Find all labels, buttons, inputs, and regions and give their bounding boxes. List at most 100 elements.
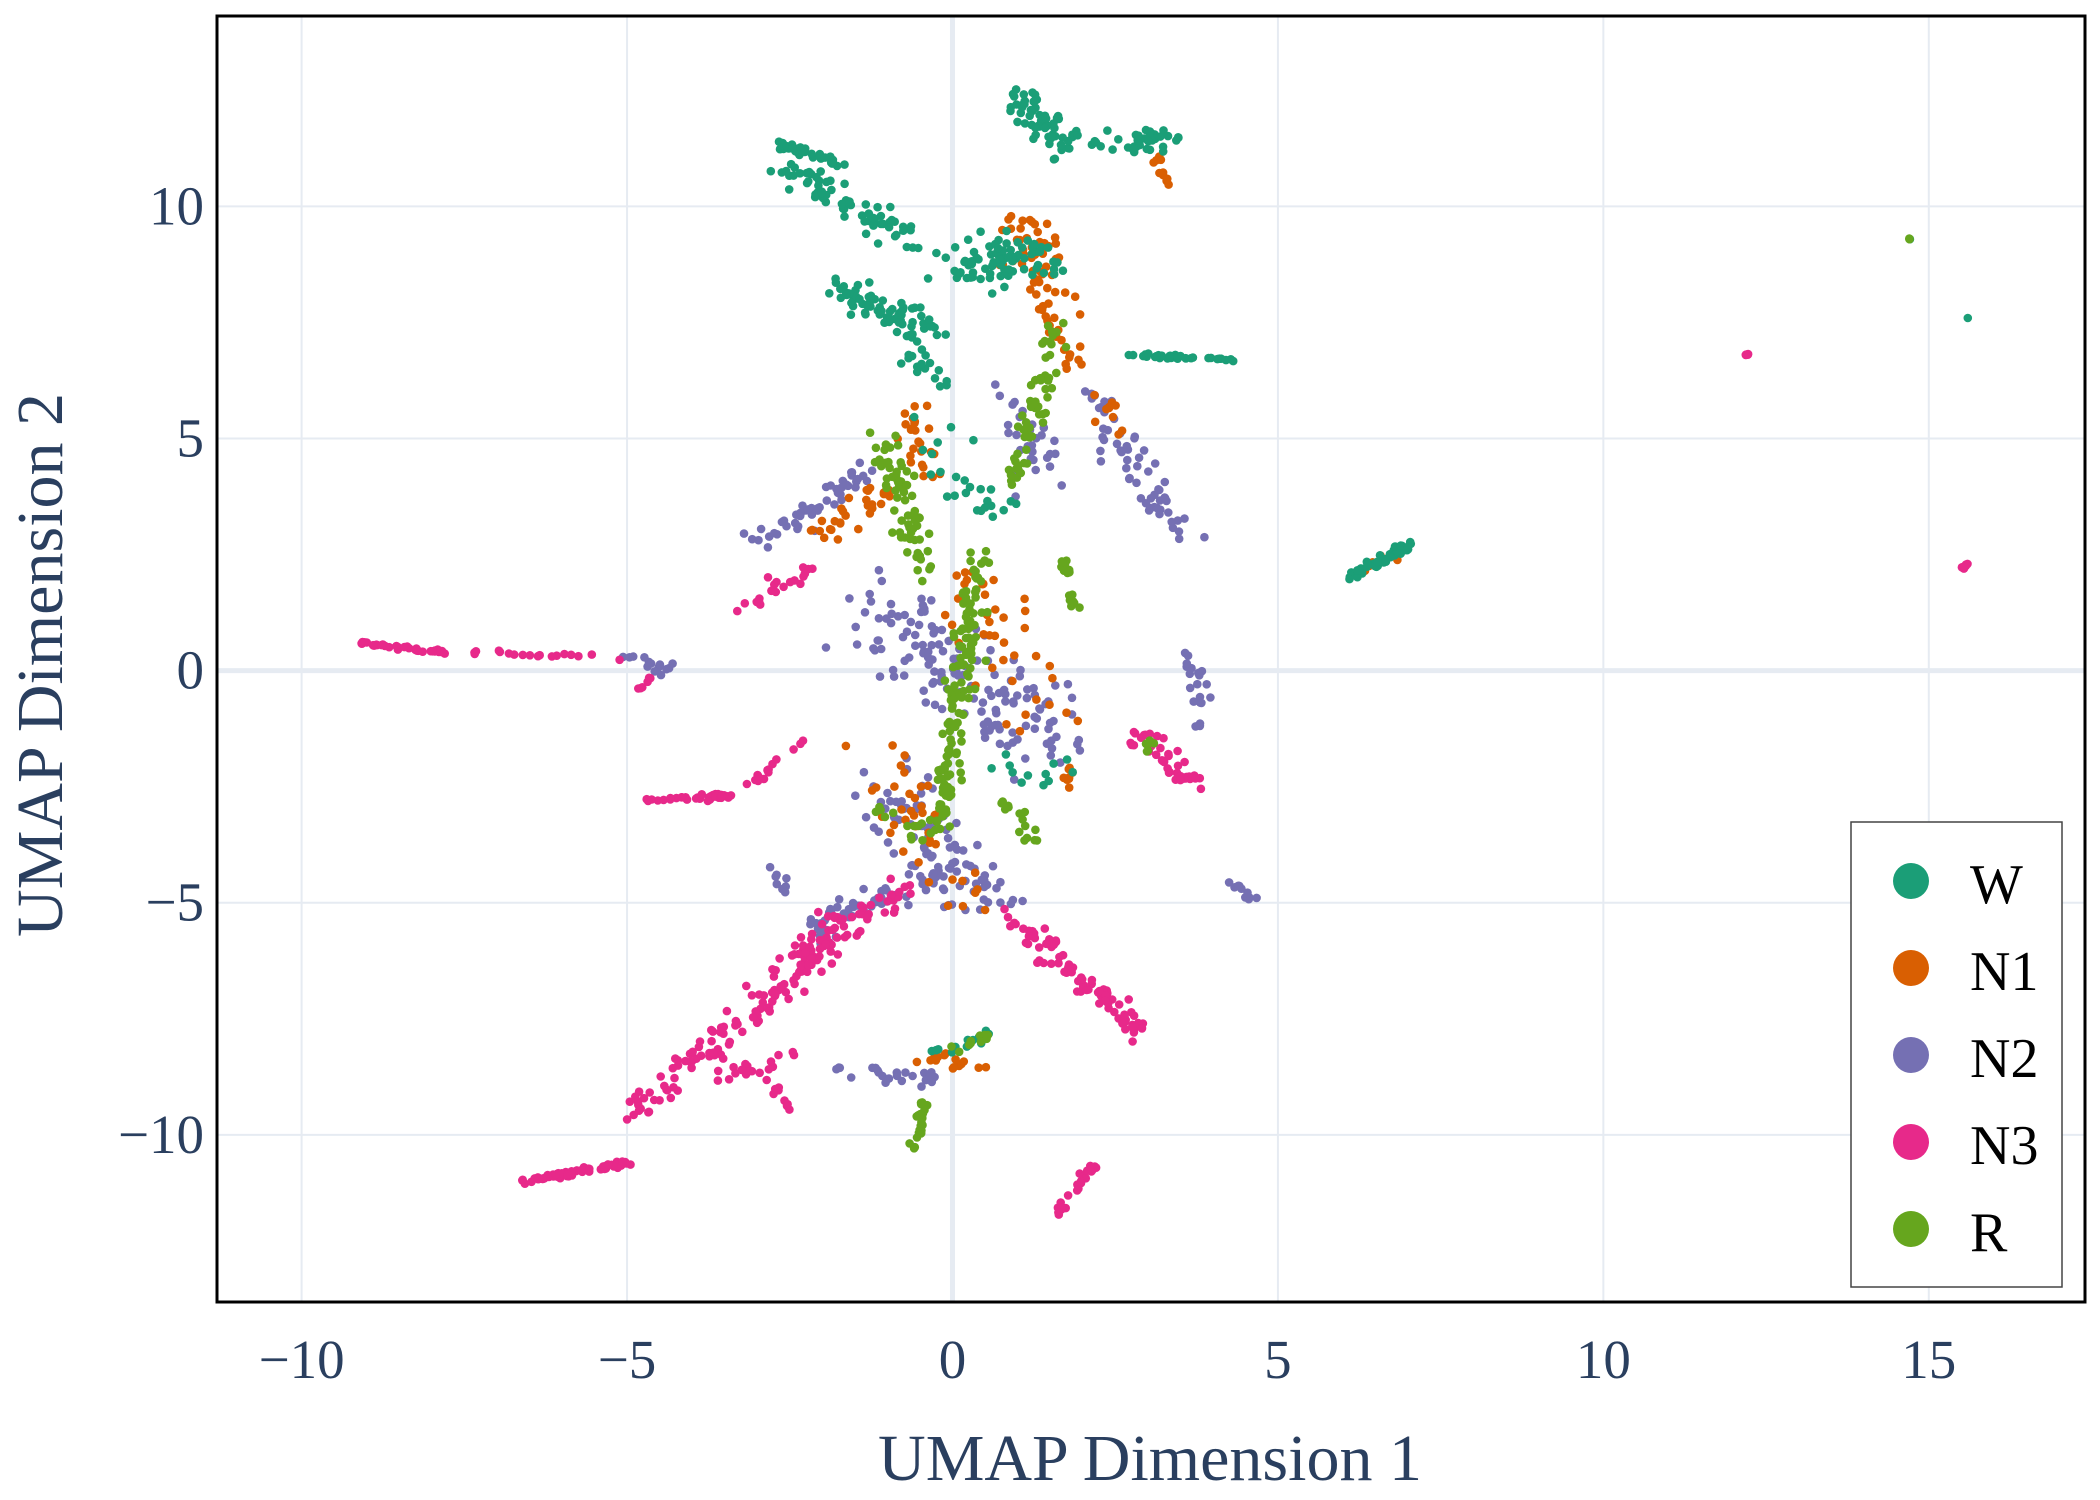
point-n2 xyxy=(929,677,938,687)
point-n3 xyxy=(645,1088,654,1097)
point-n1 xyxy=(917,802,926,811)
point-r xyxy=(896,458,905,467)
point-n2 xyxy=(923,653,933,662)
point-n3 xyxy=(789,976,798,985)
point-n1 xyxy=(844,493,854,503)
point-n3 xyxy=(1158,756,1167,766)
point-n2 xyxy=(888,665,898,675)
point-w xyxy=(886,202,895,212)
point-w xyxy=(1005,761,1014,770)
point-n3 xyxy=(551,1170,560,1180)
point-n2 xyxy=(926,853,936,862)
point-n1 xyxy=(947,620,957,630)
point-n3 xyxy=(774,1050,783,1060)
point-n1 xyxy=(940,1050,949,1060)
point-r xyxy=(897,516,906,525)
point-n3 xyxy=(1136,733,1146,742)
point-r xyxy=(1031,397,1040,407)
point-n3 xyxy=(1129,727,1139,737)
point-r xyxy=(1061,342,1071,352)
point-n3 xyxy=(1082,1166,1092,1175)
point-n2 xyxy=(933,862,943,872)
legend-item-r[interactable]: R xyxy=(1893,1202,2008,1264)
point-n3 xyxy=(377,640,386,650)
point-n3 xyxy=(504,649,514,658)
point-w xyxy=(1013,117,1022,127)
point-n3 xyxy=(766,1057,776,1066)
point-n2 xyxy=(1150,459,1160,468)
legend-item-n3[interactable]: N3 xyxy=(1893,1115,2038,1177)
point-w xyxy=(817,188,827,198)
point-n3 xyxy=(622,1115,632,1124)
point-n3 xyxy=(796,933,806,942)
point-n3 xyxy=(694,1042,704,1052)
point-r xyxy=(1016,468,1026,478)
legend-item-w[interactable]: W xyxy=(1893,854,2023,916)
point-n2 xyxy=(881,1078,890,1087)
legend-item-n2[interactable]: N2 xyxy=(1893,1028,2038,1090)
point-n3 xyxy=(1082,985,1091,995)
point-r xyxy=(941,791,951,800)
point-n1 xyxy=(918,808,927,818)
point-r xyxy=(958,660,968,670)
x-tick-label: 15 xyxy=(1901,1329,1956,1390)
point-r xyxy=(1015,827,1024,837)
point-n3 xyxy=(673,1061,683,1070)
point-r xyxy=(964,1040,974,1050)
point-r xyxy=(891,486,900,495)
point-n3 xyxy=(525,651,535,660)
point-r xyxy=(956,768,965,777)
point-r xyxy=(932,816,942,825)
point-r xyxy=(968,638,978,647)
point-n2 xyxy=(763,543,773,552)
point-n1 xyxy=(974,1063,983,1072)
y-tick-label: −10 xyxy=(118,1104,204,1165)
point-n3 xyxy=(697,790,707,799)
point-n2 xyxy=(1155,509,1164,519)
point-w xyxy=(936,467,945,477)
point-w xyxy=(860,217,869,226)
point-n3 xyxy=(1196,784,1206,794)
point-n1 xyxy=(931,1056,941,1065)
point-r xyxy=(983,607,992,617)
point-n2 xyxy=(855,458,865,468)
legend-item-n1[interactable]: N1 xyxy=(1893,941,2038,1003)
point-n1 xyxy=(999,613,1008,622)
point-n2 xyxy=(1099,424,1108,434)
point-r xyxy=(959,599,968,608)
point-n3 xyxy=(518,1175,527,1185)
point-n3 xyxy=(587,650,597,659)
point-n3 xyxy=(1173,746,1182,756)
point-n1 xyxy=(1026,285,1035,294)
point-r xyxy=(913,565,922,575)
point-n2 xyxy=(918,640,927,650)
point-n3 xyxy=(574,651,583,661)
point-w xyxy=(930,374,940,383)
point-n3 xyxy=(759,991,769,1000)
point-w xyxy=(1353,566,1362,575)
point-n2 xyxy=(772,879,782,889)
data-points xyxy=(357,85,1973,1219)
point-w xyxy=(1128,350,1138,360)
point-n2 xyxy=(934,640,944,649)
point-w xyxy=(1053,258,1062,267)
point-r xyxy=(981,656,991,665)
point-n1 xyxy=(1149,158,1158,167)
point-w xyxy=(1221,355,1231,365)
point-r xyxy=(876,805,885,815)
point-n2 xyxy=(1134,453,1144,463)
point-n2 xyxy=(859,884,868,894)
point-r xyxy=(912,1133,922,1142)
point-n1 xyxy=(1060,288,1070,297)
point-w xyxy=(1345,574,1354,584)
point-n1 xyxy=(910,402,919,411)
point-r xyxy=(888,528,897,537)
point-w xyxy=(988,512,998,521)
point-n2 xyxy=(1154,485,1163,494)
point-w xyxy=(865,278,874,287)
point-w xyxy=(1114,135,1123,144)
point-n2 xyxy=(902,627,912,636)
point-n2 xyxy=(1045,718,1055,728)
point-r xyxy=(906,831,916,841)
point-n2 xyxy=(1001,697,1010,706)
